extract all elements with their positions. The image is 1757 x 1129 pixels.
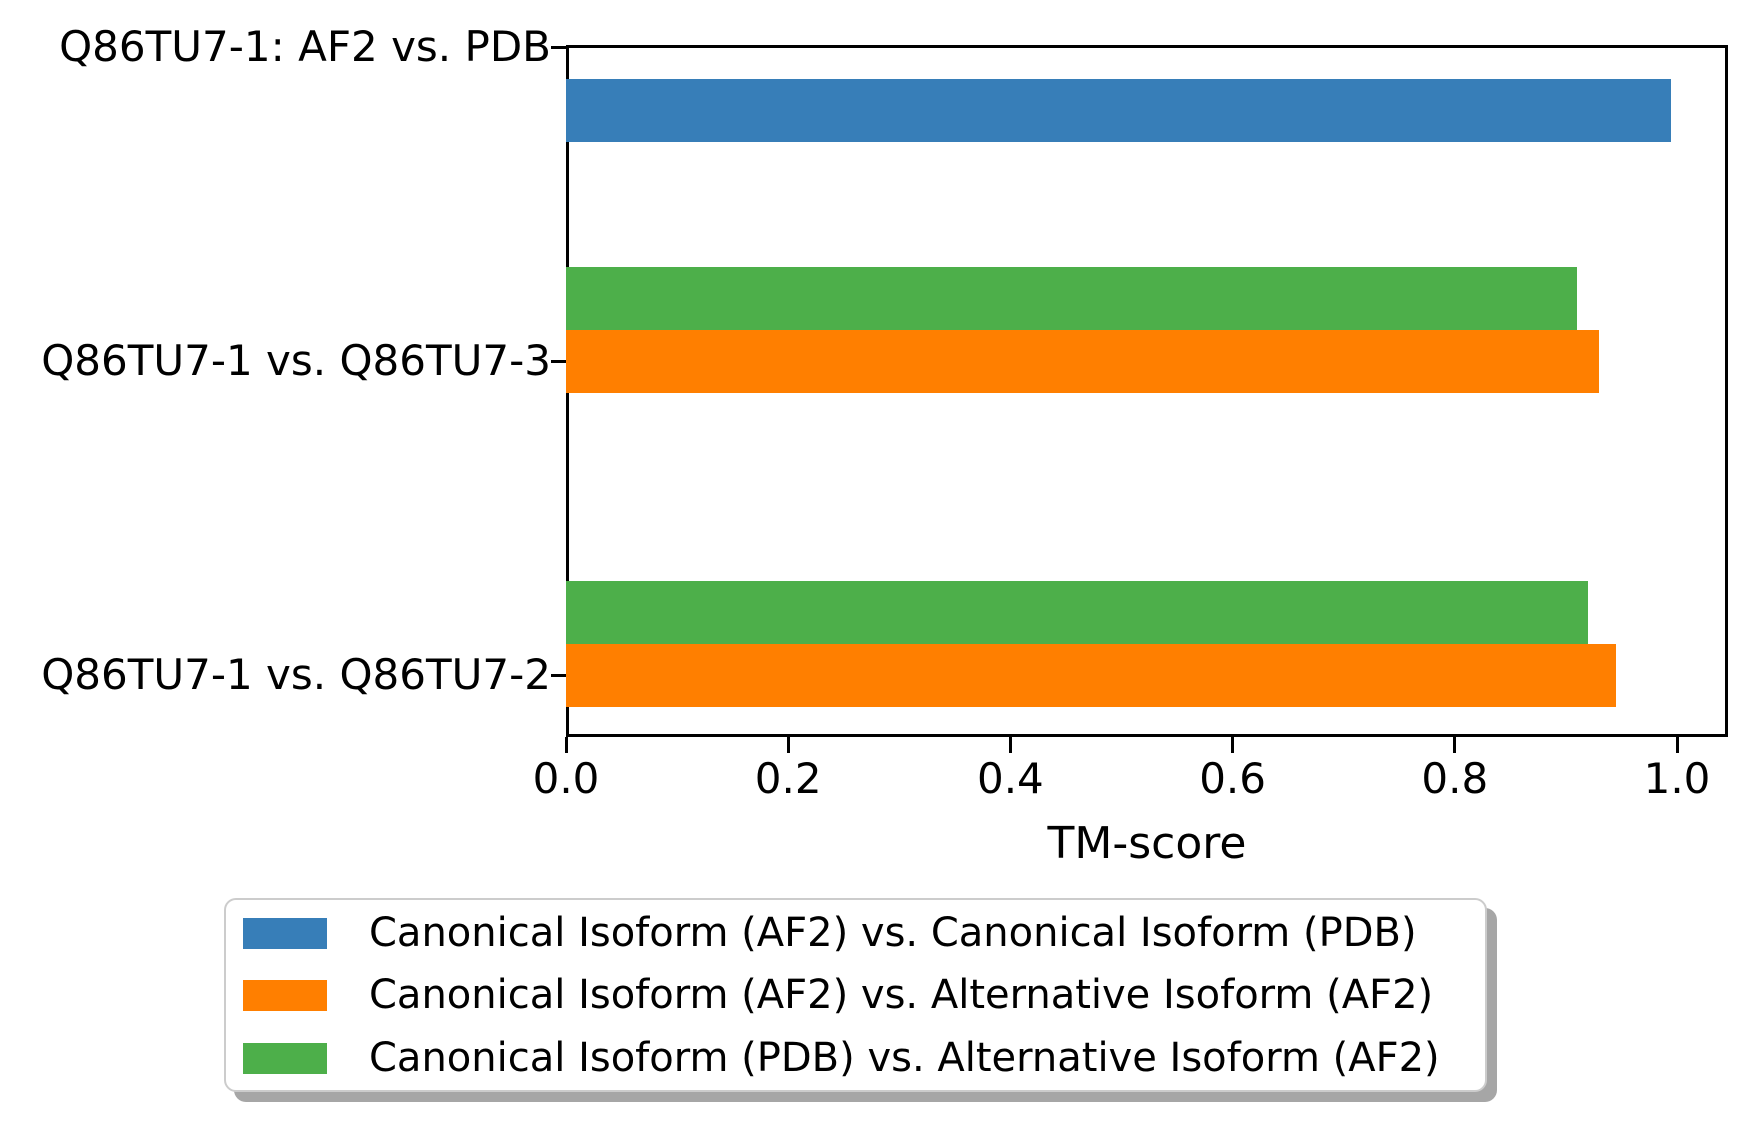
bar-1-2 bbox=[566, 643, 1616, 707]
x-tick-label-3: 0.6 bbox=[1199, 754, 1266, 803]
legend-label: Canonical Isoform (AF2) vs. Alternative … bbox=[369, 972, 1434, 1018]
legend-row: Canonical Isoform (AF2) vs. Alternative … bbox=[243, 972, 1434, 1018]
y-tick-label-1: Q86TU7-1: AF2 vs. PDB bbox=[59, 22, 551, 71]
x-tick-label-0: 0.0 bbox=[532, 754, 600, 803]
legend-row: Canonical Isoform (AF2) vs. Canonical Is… bbox=[243, 910, 1417, 956]
legend-row: Canonical Isoform (PDB) vs. Alternative … bbox=[243, 1035, 1440, 1081]
x-tick-label-1: 0.2 bbox=[754, 754, 822, 803]
y-tick-0 bbox=[551, 45, 566, 49]
y-tick-1 bbox=[551, 359, 566, 363]
x-axis-label: TM-score bbox=[1047, 818, 1247, 869]
x-tick-5 bbox=[1675, 737, 1679, 753]
legend: Canonical Isoform (AF2) vs. Canonical Is… bbox=[224, 898, 1487, 1092]
x-tick-2 bbox=[1008, 737, 1012, 753]
x-tick-label-4: 0.8 bbox=[1421, 754, 1489, 803]
bar-2-2 bbox=[566, 580, 1588, 644]
y-tick-2 bbox=[551, 673, 566, 677]
legend-swatch-green bbox=[243, 1042, 327, 1074]
bar-2-1 bbox=[566, 266, 1577, 330]
x-tick-4 bbox=[1453, 737, 1457, 753]
legend-swatch-orange bbox=[243, 979, 327, 1011]
x-tick-0 bbox=[564, 737, 568, 753]
x-tick-1 bbox=[786, 737, 790, 753]
y-tick-label-3: Q86TU7-1 vs. Q86TU7-2 bbox=[41, 650, 551, 699]
x-tick-label-5: 1.0 bbox=[1643, 754, 1711, 803]
bar-1-1 bbox=[566, 329, 1599, 393]
legend-swatch-blue bbox=[243, 917, 327, 949]
x-tick-3 bbox=[1231, 737, 1235, 753]
y-tick-label-2: Q86TU7-1 vs. Q86TU7-3 bbox=[41, 336, 551, 385]
legend-label: Canonical Isoform (PDB) vs. Alternative … bbox=[369, 1035, 1440, 1081]
bar-0-0 bbox=[566, 78, 1671, 142]
x-tick-label-2: 0.4 bbox=[976, 754, 1044, 803]
legend-label: Canonical Isoform (AF2) vs. Canonical Is… bbox=[369, 910, 1417, 956]
